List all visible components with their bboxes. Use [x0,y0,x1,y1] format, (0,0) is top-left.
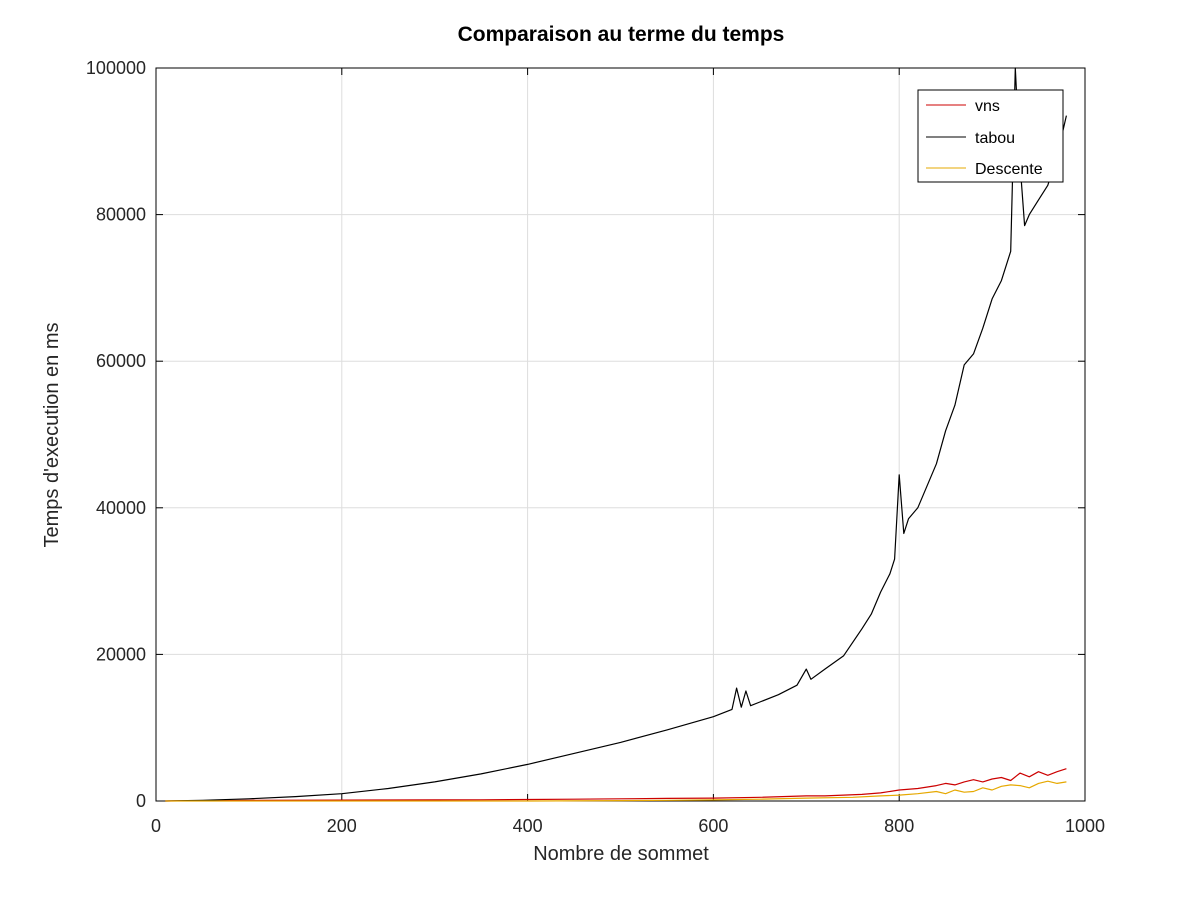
y-tick-label: 40000 [96,498,146,518]
legend-label-descente: Descente [975,161,1043,178]
series-line-vns [165,768,1067,802]
y-tick-label: 0 [136,791,146,811]
x-tick-label: 800 [884,816,914,836]
legend-label-vns: vns [975,98,1000,115]
y-axis-label: Temps d'execution en ms [41,322,63,547]
y-tick-label: 60000 [96,351,146,371]
series-line-tabou [165,67,1067,802]
legend: vns tabou Descente [917,89,1064,183]
x-tick-label: 1000 [1065,816,1105,836]
y-tick-label: 100000 [86,58,146,78]
series-line-descente [165,780,1067,802]
x-tick-label: 600 [698,816,728,836]
axis-ticks: 0 200 400 600 800 1000 0 20000 40000 60000 80000 10… [86,58,1105,836]
x-tick-label: 400 [513,816,543,836]
y-tick-label: 20000 [96,644,146,664]
grid [156,68,1085,801]
x-axis-label: Nombre de sommet [533,843,709,865]
legend-label-tabou: tabou [975,130,1015,147]
x-tick-label: 200 [327,816,357,836]
chart-title: Comparaison au terme du temps [458,23,785,46]
y-tick-label: 80000 [96,205,146,225]
x-tick-label: 0 [151,816,161,836]
series-lines [165,67,1067,802]
